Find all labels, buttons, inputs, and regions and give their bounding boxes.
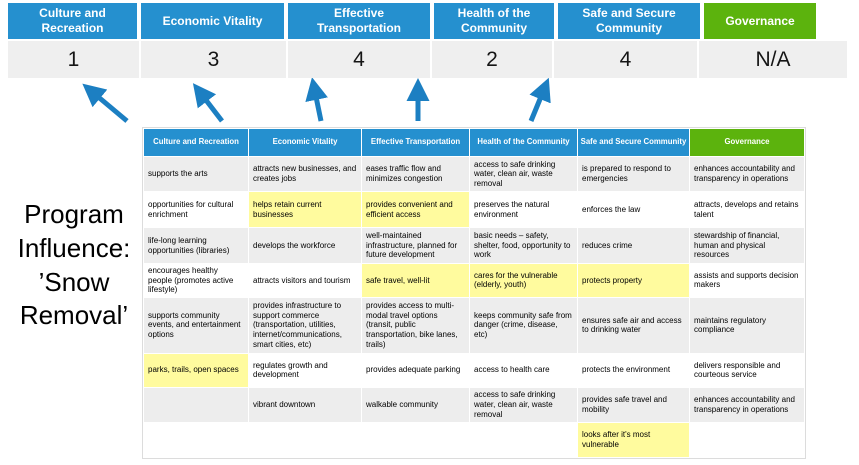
matrix-row-4: supports community events, and entertain…: [143, 296, 805, 354]
matrix-cell: provides infrastructure to support comme…: [248, 296, 362, 354]
matrix-row-2: life-long learning opportunities (librar…: [143, 227, 805, 264]
matrix-row-5: parks, trails, open spaces regulates grow…: [143, 352, 805, 388]
matrix-cell: eases traffic flow and minimizes congest…: [361, 156, 470, 192]
matrix-row-1: opportunities for cultural enrichment hel…: [143, 191, 805, 228]
matrix-cell: looks after it's most vulnerable: [577, 421, 690, 458]
matrix-row-6: vibrant downtown walkable community access…: [143, 386, 805, 423]
influence-matrix: Culture and Recreation Economic Vitality E…: [142, 127, 806, 459]
matrix-cell: attracts new businesses, and creates job…: [248, 156, 362, 192]
priority-score-3: 2: [432, 41, 552, 78]
matrix-header-4: Safe and Secure Community: [577, 128, 690, 157]
matrix-row-3: encourages healthy people (promotes acti…: [143, 263, 805, 298]
priority-header-0: Culture and Recreation: [8, 3, 137, 39]
matrix-cell: is prepared to respond to emergencies: [577, 156, 690, 192]
matrix-cell: supports community events, and entertain…: [143, 296, 249, 354]
priority-label: Health of the Community: [457, 6, 531, 35]
matrix-header-2: Effective Transportation: [361, 128, 470, 157]
matrix-cell: supports the arts: [143, 156, 249, 192]
matrix-cell: vibrant downtown: [248, 386, 362, 423]
matrix-cell: regulates growth and development: [248, 352, 362, 388]
matrix-cell: basic needs – safety, shelter, food, opp…: [469, 227, 578, 264]
matrix-header-row: Culture and Recreation Economic Vitality E…: [143, 128, 805, 157]
matrix-cell: provides safe travel and mobility: [577, 386, 690, 423]
priority-label: Economic Vitality: [162, 13, 263, 28]
priority-header-row: Culture and Recreation Economic Vitality E…: [8, 3, 816, 39]
matrix-cell: parks, trails, open spaces: [143, 352, 249, 388]
matrix-cell: access to safe drinking water, clean air…: [469, 156, 578, 192]
matrix-cell: encourages healthy people (promotes acti…: [143, 263, 249, 298]
matrix-cell: safe travel, well-lit: [361, 263, 470, 298]
matrix-cell: provides adequate parking: [361, 352, 470, 388]
priority-label: Culture and Recreation: [39, 6, 106, 35]
priority-score-5: N/A: [699, 41, 847, 78]
score-arrows: [82, 78, 551, 123]
up-arrow-icon: [305, 78, 328, 122]
matrix-cell: cares for the vulnerable (elderly, youth…: [469, 263, 578, 298]
priority-score-4: 4: [554, 41, 697, 78]
matrix-cell: helps retain current businesses: [248, 191, 362, 228]
priority-header-1: Economic Vitality: [141, 3, 284, 39]
up-arrow-icon: [192, 83, 224, 123]
matrix-cell: attracts visitors and tourism: [248, 263, 362, 298]
priority-header-2: Effective Transportation: [288, 3, 430, 39]
matrix-header-1: Economic Vitality: [248, 128, 362, 157]
matrix-row-7: looks after it's most vulnerable: [143, 421, 805, 458]
matrix-cell: enhances accountability and transparency…: [689, 386, 805, 423]
up-arrow-icon: [82, 83, 129, 123]
priority-label: Safe and Secure Community: [582, 6, 676, 35]
priority-label: Effective Transportation: [316, 6, 401, 35]
priority-score-row: 1 3 4 2 4 N/A: [8, 41, 847, 78]
matrix-cell: enhances accountability and transparency…: [689, 156, 805, 192]
priority-header-4: Safe and Secure Community: [558, 3, 700, 39]
matrix-cell: ensures safe air and access to drinking …: [577, 296, 690, 354]
up-arrow-icon: [528, 78, 551, 122]
matrix-cell: life-long learning opportunities (librar…: [143, 227, 249, 264]
priority-label: Governance: [725, 13, 795, 28]
matrix-cell: protects property: [577, 263, 690, 298]
matrix-cell: [469, 421, 578, 458]
matrix-cell: keeps community safe from danger (crime,…: [469, 296, 578, 354]
matrix-cell: walkable community: [361, 386, 470, 423]
priority-score-0: 1: [8, 41, 139, 78]
matrix-cell: reduces crime: [577, 227, 690, 264]
matrix-cell: well-maintained infrastructure, planned …: [361, 227, 470, 264]
matrix-cell: provides access to multi-modal travel op…: [361, 296, 470, 354]
matrix-cell: opportunities for cultural enrichment: [143, 191, 249, 228]
matrix-cell: [361, 421, 470, 458]
priority-score-2: 4: [288, 41, 430, 78]
matrix-cell: [143, 386, 249, 423]
matrix-cell: protects the environment: [577, 352, 690, 388]
matrix-header-0: Culture and Recreation: [143, 128, 249, 157]
matrix-cell: assists and supports decision makers: [689, 263, 805, 298]
matrix-cell: preserves the natural environment: [469, 191, 578, 228]
matrix-cell: [143, 421, 249, 458]
matrix-cell: delivers responsible and courteous servi…: [689, 352, 805, 388]
matrix-header-3: Health of the Community: [469, 128, 578, 157]
priority-header-5: Governance: [704, 3, 816, 39]
priority-header-3: Health of the Community: [434, 3, 554, 39]
matrix-cell: access to safe drinking water, clean air…: [469, 386, 578, 423]
matrix-header-5: Governance: [689, 128, 805, 157]
matrix-cell: stewardship of financial, human and phys…: [689, 227, 805, 264]
matrix-row-0: supports the arts attracts new businesses…: [143, 156, 805, 192]
matrix-cell: attracts, develops and retains talent: [689, 191, 805, 228]
matrix-cell: maintains regulatory compliance: [689, 296, 805, 354]
matrix-cell: provides convenient and efficient access: [361, 191, 470, 228]
matrix-cell: develops the workforce: [248, 227, 362, 264]
matrix-cell: [689, 421, 805, 458]
priority-score-1: 3: [141, 41, 286, 78]
matrix-cell: access to health care: [469, 352, 578, 388]
matrix-cell: enforces the law: [577, 191, 690, 228]
page-title: Program Influence: ’Snow Removal’: [17, 199, 131, 331]
matrix-cell: [248, 421, 362, 458]
